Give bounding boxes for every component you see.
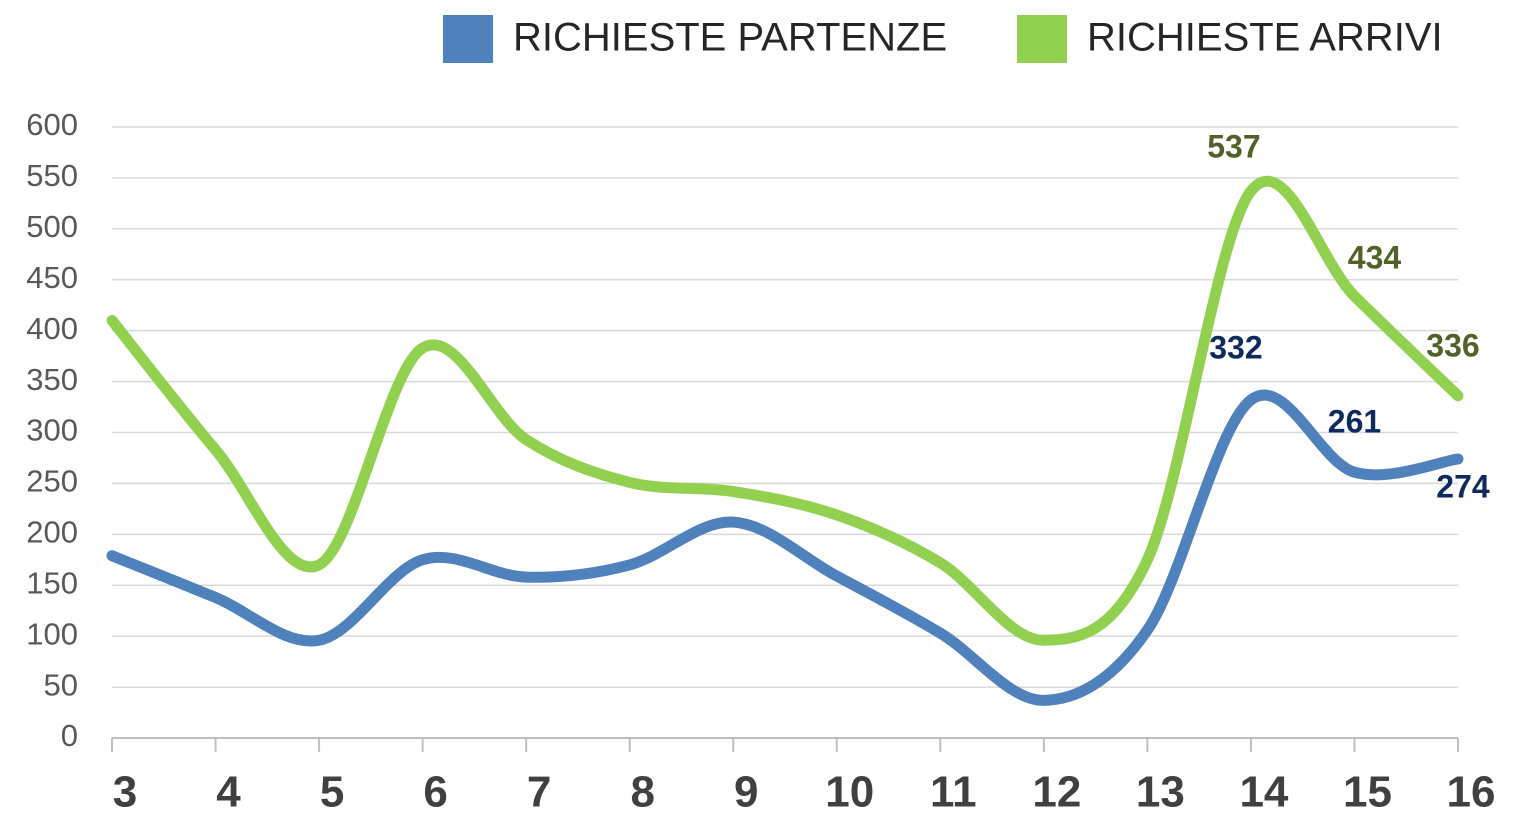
y-tick-label: 50	[44, 667, 78, 702]
data-label: 261	[1328, 404, 1381, 440]
y-tick-label: 100	[26, 616, 78, 651]
y-tick-label: 150	[26, 565, 78, 600]
y-tick-label: 300	[26, 413, 78, 448]
legend-swatch	[1017, 15, 1067, 63]
x-tick-label: 6	[423, 768, 447, 816]
x-tick-label: 8	[630, 768, 654, 816]
y-tick-label: 450	[26, 260, 78, 295]
x-tick-label: 7	[527, 768, 551, 816]
plot: 332 261 274 537 434 336	[106, 129, 1490, 706]
legend-label: RICHIESTE PARTENZE	[513, 16, 947, 60]
x-tick-label: 11	[930, 768, 977, 816]
y-tick-label: 400	[26, 311, 78, 346]
y-axis-labels: 0 50 100 150 200 250 300 350 400 450 500 550 600	[26, 107, 78, 753]
x-axis: 3 4 5 6 7 8 9 10 11 12 13 14 15 16	[111, 737, 1496, 816]
y-tick-label: 600	[26, 107, 78, 142]
y-tick-label: 350	[26, 362, 78, 397]
y-tick-label: 550	[26, 158, 78, 193]
x-tick-label: 12	[1032, 768, 1081, 816]
x-tick-label: 9	[734, 768, 758, 816]
y-tick-label: 250	[26, 464, 78, 499]
data-label: 537	[1207, 129, 1260, 165]
data-label: 434	[1348, 239, 1402, 275]
x-tick-label: 10	[825, 768, 874, 816]
legend: RICHIESTE PARTENZE RICHIESTE ARRIVI	[443, 15, 1443, 63]
x-tick-label: 5	[320, 768, 344, 816]
grid	[112, 126, 1458, 688]
series-line	[106, 175, 1464, 646]
x-tick-label: 4	[216, 768, 241, 816]
y-tick-label: 0	[61, 718, 78, 753]
series-line	[106, 389, 1464, 706]
data-label: 336	[1426, 327, 1479, 363]
legend-swatch	[443, 15, 493, 63]
x-tick-label: 14	[1239, 768, 1288, 816]
x-tick-label: 3	[113, 768, 137, 816]
data-label: 274	[1436, 468, 1490, 504]
y-tick-label: 200	[26, 515, 78, 550]
x-tick-label: 16	[1447, 768, 1496, 816]
data-label: 332	[1209, 329, 1262, 365]
legend-label: RICHIESTE ARRIVI	[1087, 16, 1443, 60]
y-tick-label: 500	[26, 209, 78, 244]
x-tick-label: 13	[1136, 768, 1185, 816]
x-tick-label: 15	[1343, 768, 1392, 816]
